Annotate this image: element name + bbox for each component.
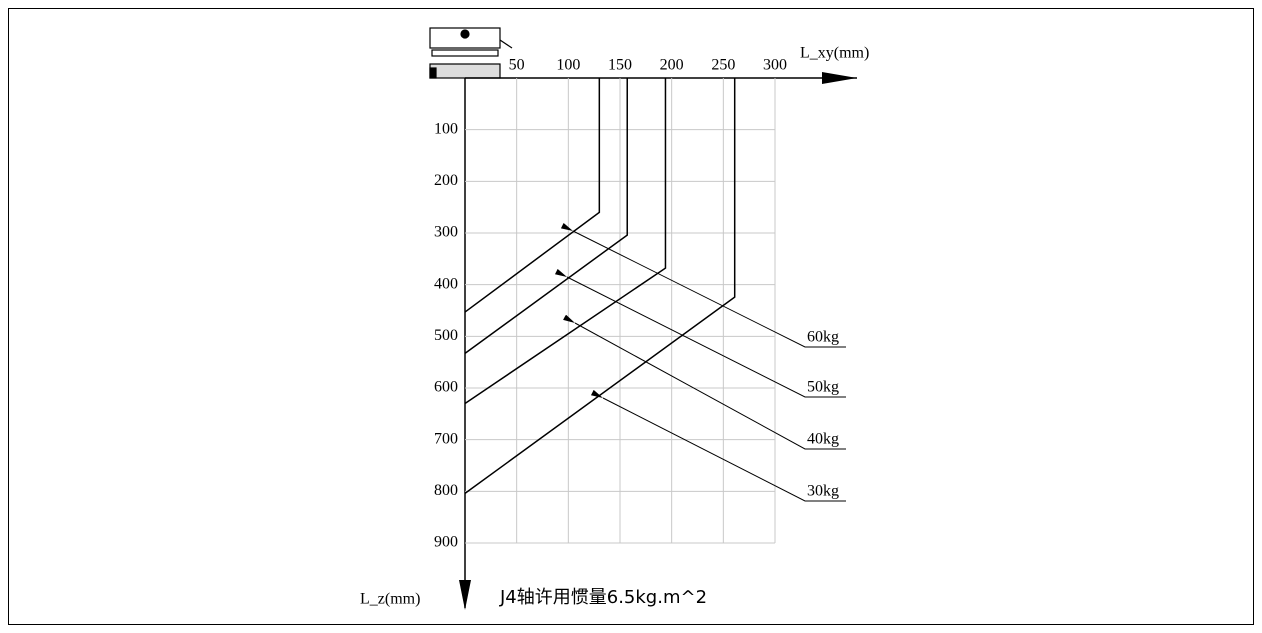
y-tick-label: 200 — [434, 172, 458, 189]
x-axis-label: L_xy(mm) — [800, 45, 869, 62]
series-label: 40kg — [807, 431, 839, 448]
y-tick-label: 500 — [434, 327, 458, 344]
x-tick-label: 300 — [763, 57, 787, 74]
y-tick-label: 100 — [434, 120, 458, 137]
series-line — [464, 78, 628, 354]
leader-line — [590, 389, 846, 502]
y-axis-label: L_z(mm) — [360, 591, 420, 608]
x-axis-arrow — [822, 72, 857, 84]
series-line — [464, 78, 601, 313]
robot-icon — [429, 27, 513, 79]
y-tick-label: 600 — [434, 379, 458, 396]
x-tick-label: 150 — [608, 57, 632, 74]
x-tick-label: 250 — [711, 57, 735, 74]
leader-line — [563, 314, 846, 450]
y-tick-label: 700 — [434, 430, 458, 447]
x-tick-label: 200 — [660, 57, 684, 74]
chart-title: J4轴许用惯量6.5kg.m^2 — [499, 587, 707, 608]
leader-line — [554, 268, 846, 398]
series-label: 30kg — [807, 483, 839, 500]
y-tick-label: 800 — [434, 482, 458, 499]
x-tick-label: 100 — [556, 57, 580, 74]
series-label: 50kg — [807, 379, 839, 396]
y-axis-arrow — [459, 580, 471, 610]
series-line — [464, 78, 667, 405]
y-tick-label: 900 — [434, 534, 458, 551]
series-label: 60kg — [807, 329, 839, 346]
series-line — [464, 78, 736, 495]
y-tick-label: 400 — [434, 275, 458, 292]
y-tick-label: 300 — [434, 224, 458, 241]
leader-line — [560, 222, 846, 348]
frame — [8, 8, 1254, 625]
x-tick-label: 50 — [509, 57, 525, 74]
